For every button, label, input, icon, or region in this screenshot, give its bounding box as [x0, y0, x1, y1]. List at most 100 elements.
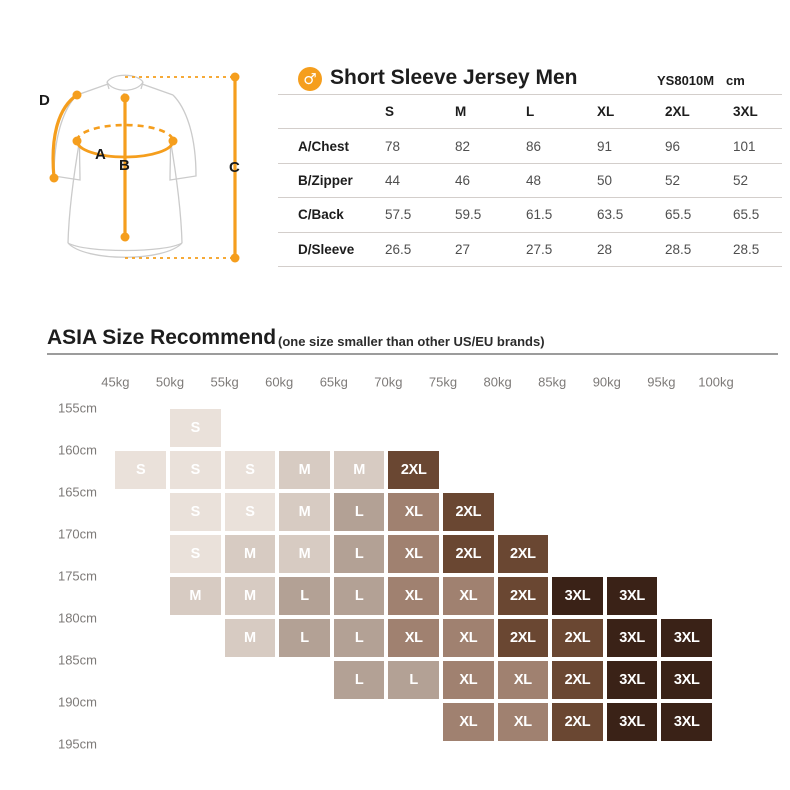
size-cell-3xl: 3XL [552, 577, 603, 615]
size-cell-xl: XL [388, 535, 439, 573]
size-value-cell: 28 [597, 241, 613, 257]
size-cell-3xl: 3XL [606, 577, 658, 615]
size-cell-xl: XL [443, 703, 494, 741]
size-cell-l: L [333, 577, 385, 615]
weight-axis-label: 45kg [101, 374, 130, 390]
size-column-header: 3XL [733, 104, 758, 120]
size-cell-m: M [279, 451, 330, 489]
size-value-cell: 46 [455, 172, 471, 188]
size-column-header: 2XL [665, 104, 690, 120]
size-value-cell: 86 [526, 138, 542, 154]
size-value-cell: 27 [455, 241, 471, 257]
size-value-cell: 28.5 [733, 241, 760, 257]
size-cell-xl: XL [497, 703, 549, 741]
model-code: YS8010M [657, 73, 715, 88]
size-cell-l: L [333, 661, 385, 699]
measurement-row-label: A/Chest [298, 138, 350, 154]
measurement-row-label: C/Back [298, 207, 344, 223]
size-cell-3xl: 3XL [606, 619, 658, 657]
size-cell-2xl: 2XL [443, 535, 494, 573]
size-value-cell: 50 [597, 172, 613, 188]
size-value-cell: 48 [526, 172, 542, 188]
size-value-cell: 65.5 [665, 207, 692, 223]
size-value-cell: 82 [455, 138, 471, 154]
size-cell-s: S [170, 451, 221, 489]
weight-axis-label: 50kg [155, 374, 185, 390]
size-cell-xl: XL [388, 493, 439, 531]
size-column-header: XL [597, 104, 615, 120]
size-value-cell: 52 [733, 172, 749, 188]
unit-label: cm [726, 73, 745, 88]
weight-axis-label: 80kg [483, 374, 512, 390]
asia-recommend-subtitle: (one size smaller than other US/EU brand… [278, 334, 545, 349]
male-symbol: ♂ [303, 69, 317, 88]
back-measure-line-c [125, 75, 237, 260]
measure-endpoint-dots [49, 72, 240, 263]
size-cell-l: L [279, 577, 330, 615]
size-cell-2xl: 2XL [552, 703, 603, 741]
height-axis-label: 190cm [57, 694, 97, 710]
size-cell-m: M [224, 619, 276, 657]
size-cell-xl: XL [388, 577, 439, 615]
size-cell-l: L [279, 619, 330, 657]
size-cell-l: L [333, 619, 385, 657]
weight-axis-label: 65kg [319, 374, 348, 390]
jersey-measurement-diagram: D A B C [39, 72, 240, 263]
table-row: D/Sleeve 26.5 27 27.5 28 28.5 28.5 [278, 231, 782, 266]
table-row: A/Chest 78 82 86 91 96 101 [278, 128, 782, 162]
weight-axis-label: 100kg [698, 374, 734, 390]
size-cell-l: L [333, 493, 385, 531]
height-axis-label: 155cm [57, 400, 97, 416]
male-icon: ♂ [298, 67, 322, 91]
size-cell-s: S [170, 535, 221, 573]
height-axis-label: 170cm [57, 526, 97, 542]
measurement-row-label: B/Zipper [298, 172, 353, 188]
size-cell-xl: XL [443, 619, 494, 657]
size-table-header-row: S M L XL 2XL 3XL [278, 94, 782, 128]
size-cell-s: S [224, 451, 276, 489]
size-cell-m: M [279, 535, 330, 573]
measure-label-d: D [39, 92, 50, 109]
size-cell-3xl: 3XL [661, 703, 712, 741]
size-column-header: L [526, 104, 535, 120]
height-axis-label: 160cm [57, 442, 97, 458]
size-value-cell: 96 [665, 138, 681, 154]
size-cell-m: M [170, 577, 221, 615]
table-row: C/Back 57.5 59.5 61.5 63.5 65.5 65.5 [278, 197, 782, 231]
size-value-cell: 78 [385, 138, 401, 154]
size-table: S M L XL 2XL 3XL A/Chest 78 82 86 91 96 101 B/Zipper 4… [278, 94, 782, 267]
size-cell-l: L [333, 535, 385, 573]
size-value-cell: 59.5 [455, 207, 482, 223]
size-value-cell: 61.5 [526, 207, 553, 223]
size-cell-2xl: 2XL [552, 619, 603, 657]
size-value-cell: 91 [597, 138, 613, 154]
size-cell-3xl: 3XL [606, 661, 658, 699]
size-cell-2xl: 2XL [388, 451, 439, 489]
product-title: Short Sleeve Jersey Men [330, 66, 578, 89]
size-value-cell: 63.5 [597, 207, 624, 223]
measure-label-b: B [119, 157, 130, 174]
size-cell-2xl: 2XL [497, 535, 549, 573]
size-column-header: M [455, 104, 467, 120]
height-axis-label: 175cm [57, 568, 97, 584]
size-value-cell: 101 [733, 138, 756, 154]
size-cell-s: S [224, 493, 276, 531]
size-cell-2xl: 2XL [443, 493, 494, 531]
size-cell-3xl: 3XL [606, 703, 658, 741]
measure-label-a: A [95, 146, 106, 163]
size-value-cell: 44 [385, 172, 401, 188]
size-value-cell: 52 [665, 172, 681, 188]
size-cell-l: L [388, 661, 439, 699]
weight-axis-label: 95kg [647, 374, 676, 390]
product-header: ♂ Short Sleeve Jersey Men YS8010M cm [298, 64, 782, 94]
weight-axis-label: 70kg [374, 374, 403, 390]
size-cell-3xl: 3XL [661, 661, 712, 699]
weight-axis-label: 60kg [265, 374, 294, 390]
size-cell-2xl: 2XL [497, 577, 549, 615]
divider-line [47, 353, 778, 355]
size-cell-m: M [224, 535, 276, 573]
size-value-cell: 28.5 [665, 241, 692, 257]
size-value-cell: 26.5 [385, 241, 412, 257]
height-axis-label: 165cm [57, 484, 97, 500]
